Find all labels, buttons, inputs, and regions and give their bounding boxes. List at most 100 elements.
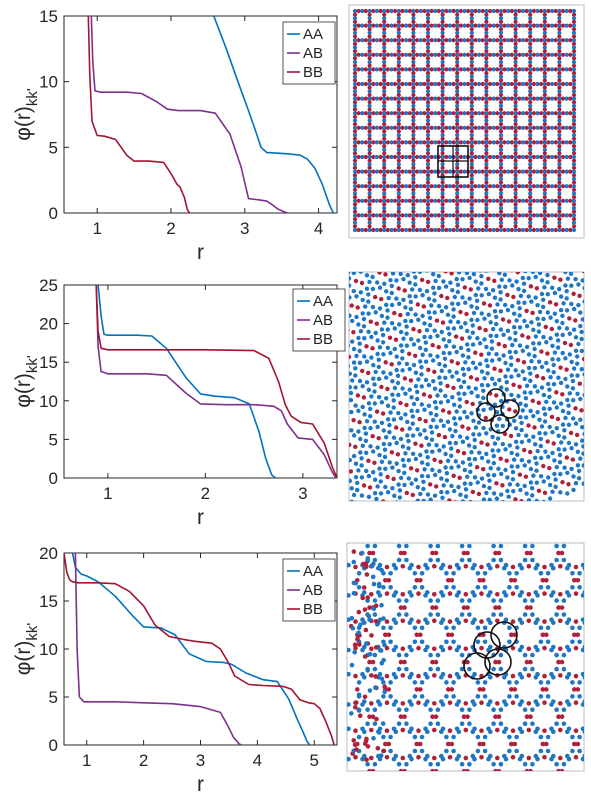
particle xyxy=(413,384,419,389)
particle xyxy=(389,67,394,72)
particle xyxy=(394,367,399,373)
particle xyxy=(413,312,418,317)
particle xyxy=(466,67,471,72)
particle xyxy=(571,398,576,403)
particle xyxy=(557,165,562,170)
particle xyxy=(400,154,405,160)
particle xyxy=(403,318,408,324)
particle xyxy=(444,478,450,483)
particle xyxy=(498,34,504,39)
particle xyxy=(465,659,470,665)
particle xyxy=(453,428,458,434)
particle xyxy=(545,625,551,631)
particle xyxy=(488,333,493,338)
particle xyxy=(579,336,584,342)
particle xyxy=(555,416,561,422)
particle xyxy=(398,659,404,665)
particle xyxy=(440,162,445,167)
particle xyxy=(352,158,358,163)
particle xyxy=(455,63,460,68)
particle xyxy=(383,741,388,747)
particle xyxy=(460,353,466,358)
particle xyxy=(513,337,518,343)
particle xyxy=(513,8,518,14)
y-tick-label: 25 xyxy=(39,276,58,295)
particle xyxy=(487,125,493,130)
particle xyxy=(416,700,421,705)
particle xyxy=(458,52,463,57)
particle xyxy=(351,453,357,459)
particle xyxy=(398,768,404,771)
particle xyxy=(516,373,521,378)
particle xyxy=(507,530,512,535)
particle xyxy=(546,454,551,459)
particle xyxy=(479,700,484,705)
particle xyxy=(389,81,394,87)
particle xyxy=(413,353,418,358)
particle xyxy=(510,272,514,273)
particle xyxy=(396,184,401,189)
particle xyxy=(455,92,460,98)
particle xyxy=(452,488,457,494)
particle xyxy=(385,38,390,43)
particle xyxy=(568,23,573,28)
particle xyxy=(332,496,336,500)
particle xyxy=(557,81,562,87)
x-tick-label: 1 xyxy=(103,484,112,503)
particle xyxy=(352,151,358,156)
particle xyxy=(544,360,549,366)
particle xyxy=(384,700,390,705)
particle xyxy=(360,213,365,218)
particle xyxy=(469,151,474,156)
particle xyxy=(469,118,474,123)
particle xyxy=(425,52,431,57)
particle xyxy=(382,689,388,695)
particle xyxy=(382,173,387,178)
particle xyxy=(481,388,486,393)
particle xyxy=(446,578,451,583)
particle xyxy=(558,471,563,477)
particle xyxy=(404,8,409,14)
particle xyxy=(384,302,389,307)
particle xyxy=(341,598,346,603)
particle xyxy=(455,38,460,43)
particle xyxy=(367,187,372,192)
particle xyxy=(542,19,547,24)
particle xyxy=(435,598,441,603)
particle xyxy=(440,495,445,500)
particle xyxy=(364,641,369,646)
particle xyxy=(513,220,518,225)
particle xyxy=(557,220,562,225)
particle xyxy=(404,184,409,189)
particle xyxy=(356,707,362,713)
particle xyxy=(458,309,463,315)
particle xyxy=(393,81,398,87)
particle xyxy=(544,632,549,638)
particle xyxy=(571,147,577,152)
particle xyxy=(378,125,383,130)
particle xyxy=(495,154,500,160)
particle xyxy=(461,372,467,377)
particle xyxy=(356,154,361,160)
particle xyxy=(405,273,410,278)
particle xyxy=(528,378,533,383)
particle xyxy=(491,473,497,478)
particle xyxy=(445,508,449,512)
particle xyxy=(367,224,372,229)
particle xyxy=(459,557,465,563)
particle xyxy=(560,154,566,160)
particle xyxy=(396,140,401,145)
particle xyxy=(484,34,489,39)
particle xyxy=(524,111,529,116)
particle xyxy=(466,367,471,372)
particle xyxy=(455,180,460,185)
particle xyxy=(506,111,511,116)
particle xyxy=(528,78,533,83)
particle xyxy=(352,96,358,101)
particle xyxy=(515,464,520,469)
particle xyxy=(484,52,489,57)
particle xyxy=(507,516,512,521)
particle xyxy=(429,154,434,160)
particle xyxy=(411,38,416,43)
